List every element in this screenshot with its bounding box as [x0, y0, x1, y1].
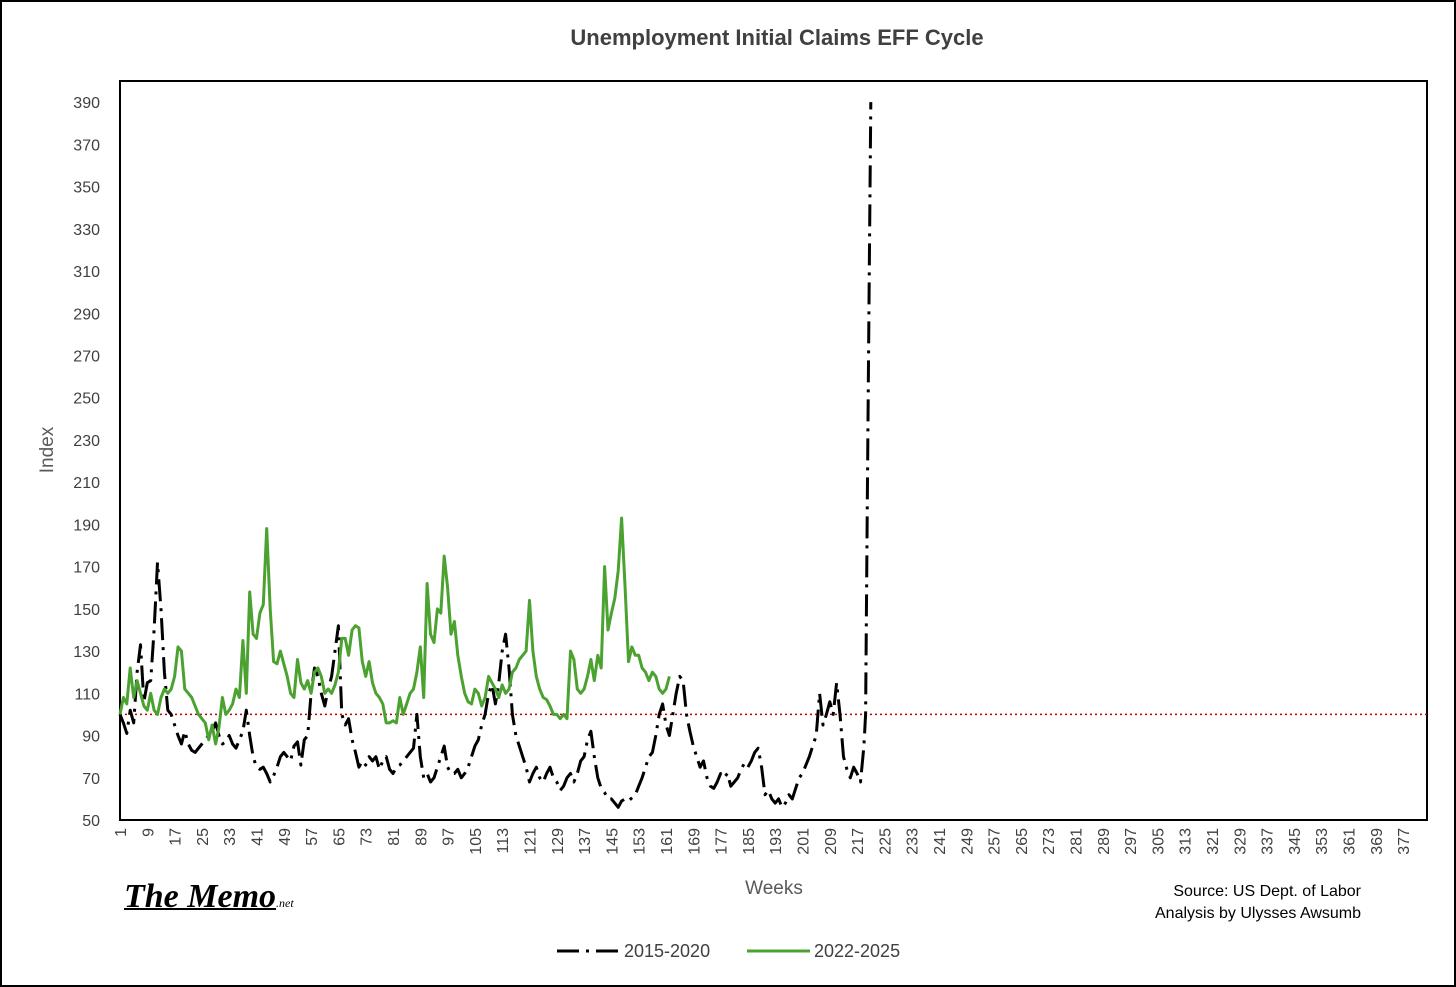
x-tick-label: 185 [741, 828, 758, 855]
x-tick-label: 353 [1314, 828, 1331, 855]
x-tick-label: 305 [1150, 828, 1167, 855]
x-tick-label: 129 [550, 828, 567, 855]
legend: 2015-2020 2022-2025 [557, 941, 900, 961]
x-tick-label: 273 [1041, 828, 1058, 855]
x-tick-label: 193 [768, 828, 785, 855]
x-tick-label: 313 [1178, 828, 1195, 855]
y-tick-label: 70 [82, 771, 100, 788]
x-tick-label: 1 [113, 828, 130, 837]
x-tick-label: 233 [905, 828, 922, 855]
x-tick-label: 65 [331, 828, 348, 846]
y-tick-label: 110 [74, 686, 100, 703]
x-tick-label: 81 [386, 828, 403, 846]
y-tick-label: 290 [73, 306, 100, 323]
x-tick-label: 225 [877, 828, 894, 855]
y-tick-label: 170 [73, 560, 100, 577]
x-tick-label: 257 [987, 828, 1004, 855]
x-tick-label: 209 [823, 828, 840, 855]
x-tick-label: 105 [468, 828, 485, 855]
legend-label-2022-2025: 2022-2025 [814, 941, 900, 961]
logo-text: The Memo [124, 878, 277, 915]
x-tick-label: 121 [523, 828, 540, 855]
x-axis-ticks: 1 9 17 25 33 41 49 57 65 73 81 89 97 105 113 121 129 137 1… [113, 828, 1413, 855]
x-tick-label: 201 [796, 828, 813, 855]
x-tick-label: 161 [659, 828, 676, 855]
y-tick-label: 230 [73, 433, 100, 450]
y-axis-label: Index [37, 426, 58, 473]
x-tick-label: 241 [932, 828, 949, 855]
series-line-2015-2020 [118, 102, 873, 809]
x-tick-label: 57 [304, 828, 321, 846]
x-tick-label: 113 [495, 828, 512, 854]
x-tick-label: 73 [359, 828, 376, 846]
x-tick-label: 329 [1232, 828, 1249, 855]
x-tick-label: 337 [1260, 828, 1277, 855]
plot-area [119, 80, 1428, 821]
x-tick-label: 89 [413, 828, 430, 846]
y-tick-label: 270 [73, 348, 100, 365]
x-tick-label: 265 [1014, 828, 1031, 855]
x-tick-label: 169 [686, 828, 703, 855]
y-tick-label: 330 [73, 222, 100, 239]
x-tick-label: 345 [1287, 828, 1304, 855]
y-tick-label: 350 [73, 180, 100, 197]
x-tick-label: 41 [250, 828, 267, 846]
series-line-2022-2025 [118, 516, 671, 746]
series-layer [118, 102, 873, 809]
y-tick-label: 90 [82, 729, 100, 746]
y-axis-ticks: 50 70 90 110 130 150 170 190 210 230 250 270 290 310 3… [73, 95, 100, 830]
x-tick-label: 281 [1069, 828, 1086, 855]
x-tick-label: 217 [850, 828, 867, 855]
x-tick-label: 297 [1123, 828, 1140, 855]
x-tick-label: 17 [168, 828, 185, 846]
legend-label-2015-2020: 2015-2020 [624, 941, 710, 961]
x-tick-label: 49 [277, 828, 294, 846]
y-tick-label: 130 [73, 644, 100, 661]
logo: The Memo.net [124, 878, 294, 916]
y-tick-label: 190 [73, 517, 100, 534]
x-tick-label: 33 [222, 828, 239, 846]
x-tick-label: 249 [959, 828, 976, 855]
y-tick-label: 50 [82, 813, 100, 830]
x-tick-label: 97 [441, 828, 458, 846]
source-note: Source: US Dept. of Labor Analysis by Ul… [1155, 881, 1361, 925]
x-tick-label: 25 [195, 828, 212, 846]
y-tick-label: 250 [73, 391, 100, 408]
x-tick-label: 289 [1096, 828, 1113, 855]
analysis-line: Analysis by Ulysses Awsumb [1155, 905, 1361, 922]
x-tick-label: 137 [577, 828, 594, 855]
x-tick-label: 321 [1205, 828, 1222, 855]
x-tick-label: 369 [1369, 828, 1386, 855]
y-tick-label: 370 [73, 137, 100, 154]
y-tick-label: 150 [73, 602, 100, 619]
y-tick-label: 310 [73, 264, 100, 281]
x-axis-label: Weeks [745, 878, 803, 899]
x-tick-label: 177 [714, 828, 731, 855]
x-tick-label: 9 [140, 828, 157, 837]
x-tick-label: 153 [632, 828, 649, 855]
logo-suffix: .net [276, 896, 294, 910]
x-tick-label: 361 [1342, 828, 1359, 855]
chart-title: Unemployment Initial Claims EFF Cycle [570, 25, 983, 50]
x-tick-label: 377 [1396, 828, 1413, 855]
x-tick-label: 145 [604, 828, 621, 855]
source-line: Source: US Dept. of Labor [1173, 883, 1361, 900]
y-tick-label: 210 [73, 475, 100, 492]
y-tick-label: 390 [73, 95, 100, 112]
